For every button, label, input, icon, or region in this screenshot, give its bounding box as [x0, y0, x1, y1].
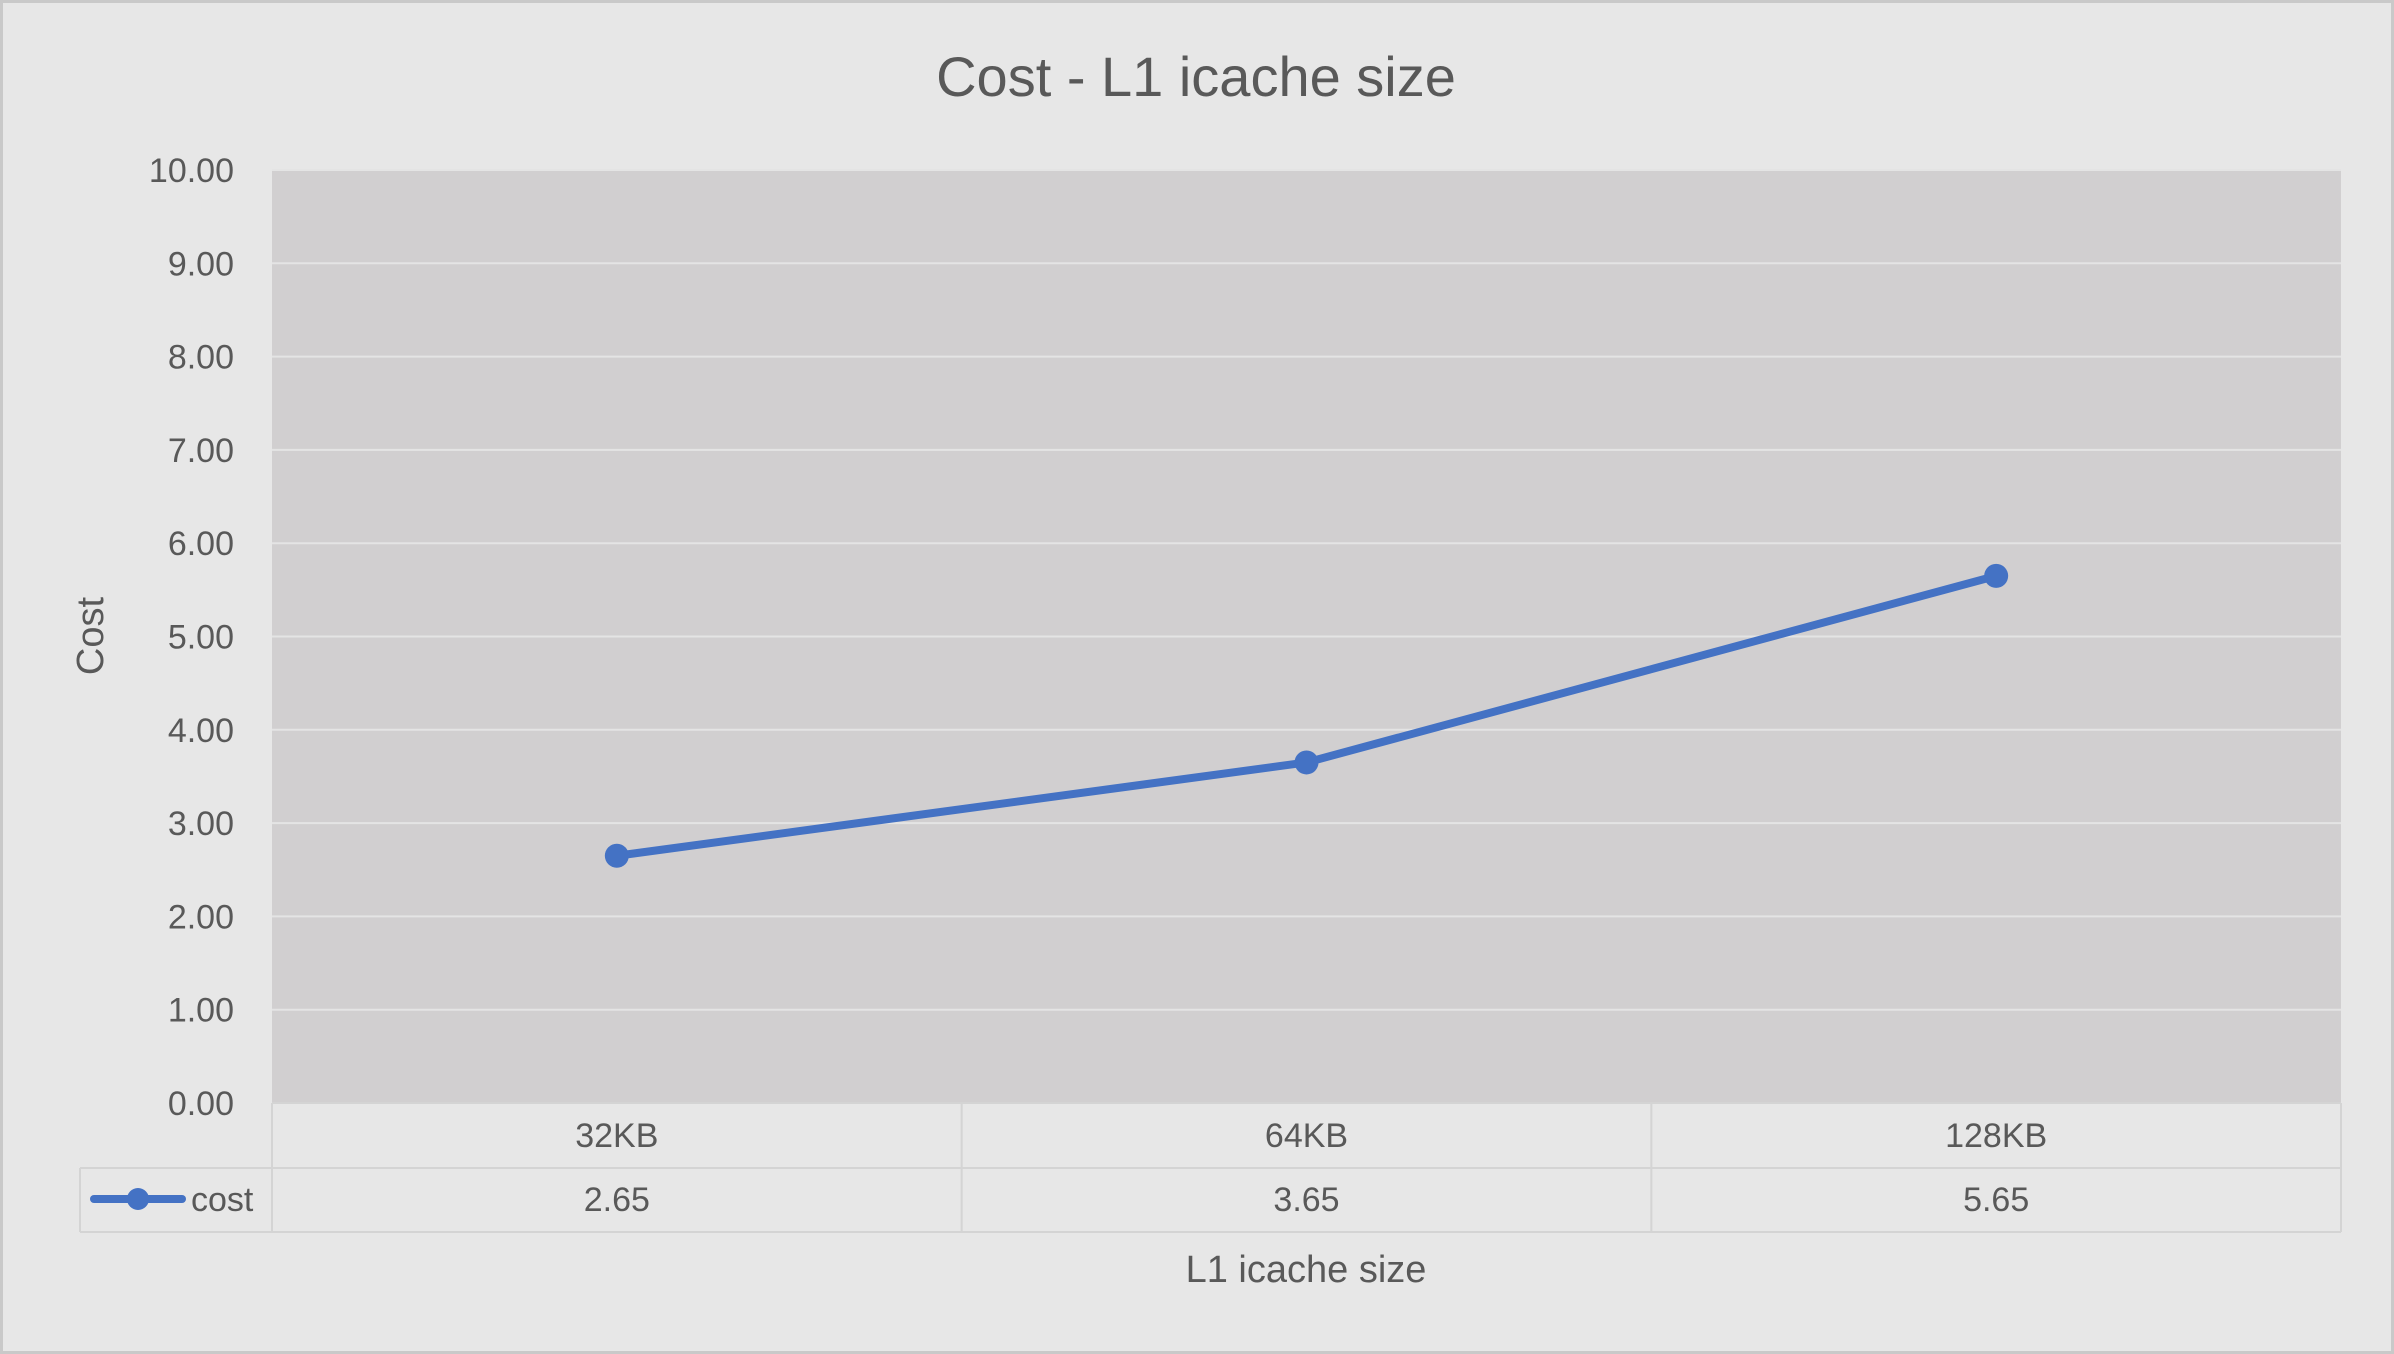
- y-tick-label: 3.00: [168, 805, 234, 843]
- x-axis-title: L1 icache size: [1186, 1249, 1427, 1291]
- y-tick-label: 1.00: [168, 992, 234, 1030]
- chart-title: Cost - L1 icache size: [936, 45, 1456, 108]
- y-tick-label: 10.00: [149, 152, 234, 190]
- y-tick-label: 9.00: [168, 245, 234, 283]
- y-tick-label: 8.00: [168, 339, 234, 377]
- y-axis-title: Cost: [70, 596, 112, 675]
- x-category-label: 64KB: [1265, 1117, 1348, 1155]
- data-value-cell: 2.65: [584, 1181, 650, 1219]
- series-group: [604, 563, 2009, 868]
- x-category-label: 32KB: [575, 1117, 658, 1155]
- data-value-cell: 5.65: [1963, 1181, 2029, 1219]
- y-tick-label: 4.00: [168, 712, 234, 750]
- legend-marker: [127, 1188, 149, 1210]
- y-tick-label: 5.00: [168, 619, 234, 657]
- y-tick-label: 0.00: [168, 1085, 234, 1123]
- data-value-cell: 3.65: [1273, 1181, 1339, 1219]
- data-point: [604, 843, 629, 868]
- y-tick-label: 2.00: [168, 898, 234, 936]
- legend-label: cost: [191, 1181, 254, 1219]
- x-category-label: 128KB: [1945, 1117, 2047, 1155]
- y-tick-label: 6.00: [168, 525, 234, 563]
- data-point: [1294, 750, 1319, 775]
- data-point: [1984, 563, 2009, 588]
- data-table: 32KB 64KB 128KB cost 2.65 3.65 5.65: [79, 1102, 2342, 1233]
- gridlines: [272, 169, 2341, 1104]
- y-axis-ticks: 0.00 1.00 2.00 3.00 4.00 5.00 6.00 7.00 8.00 9.00…: [149, 152, 234, 1123]
- y-tick-label: 7.00: [168, 432, 234, 470]
